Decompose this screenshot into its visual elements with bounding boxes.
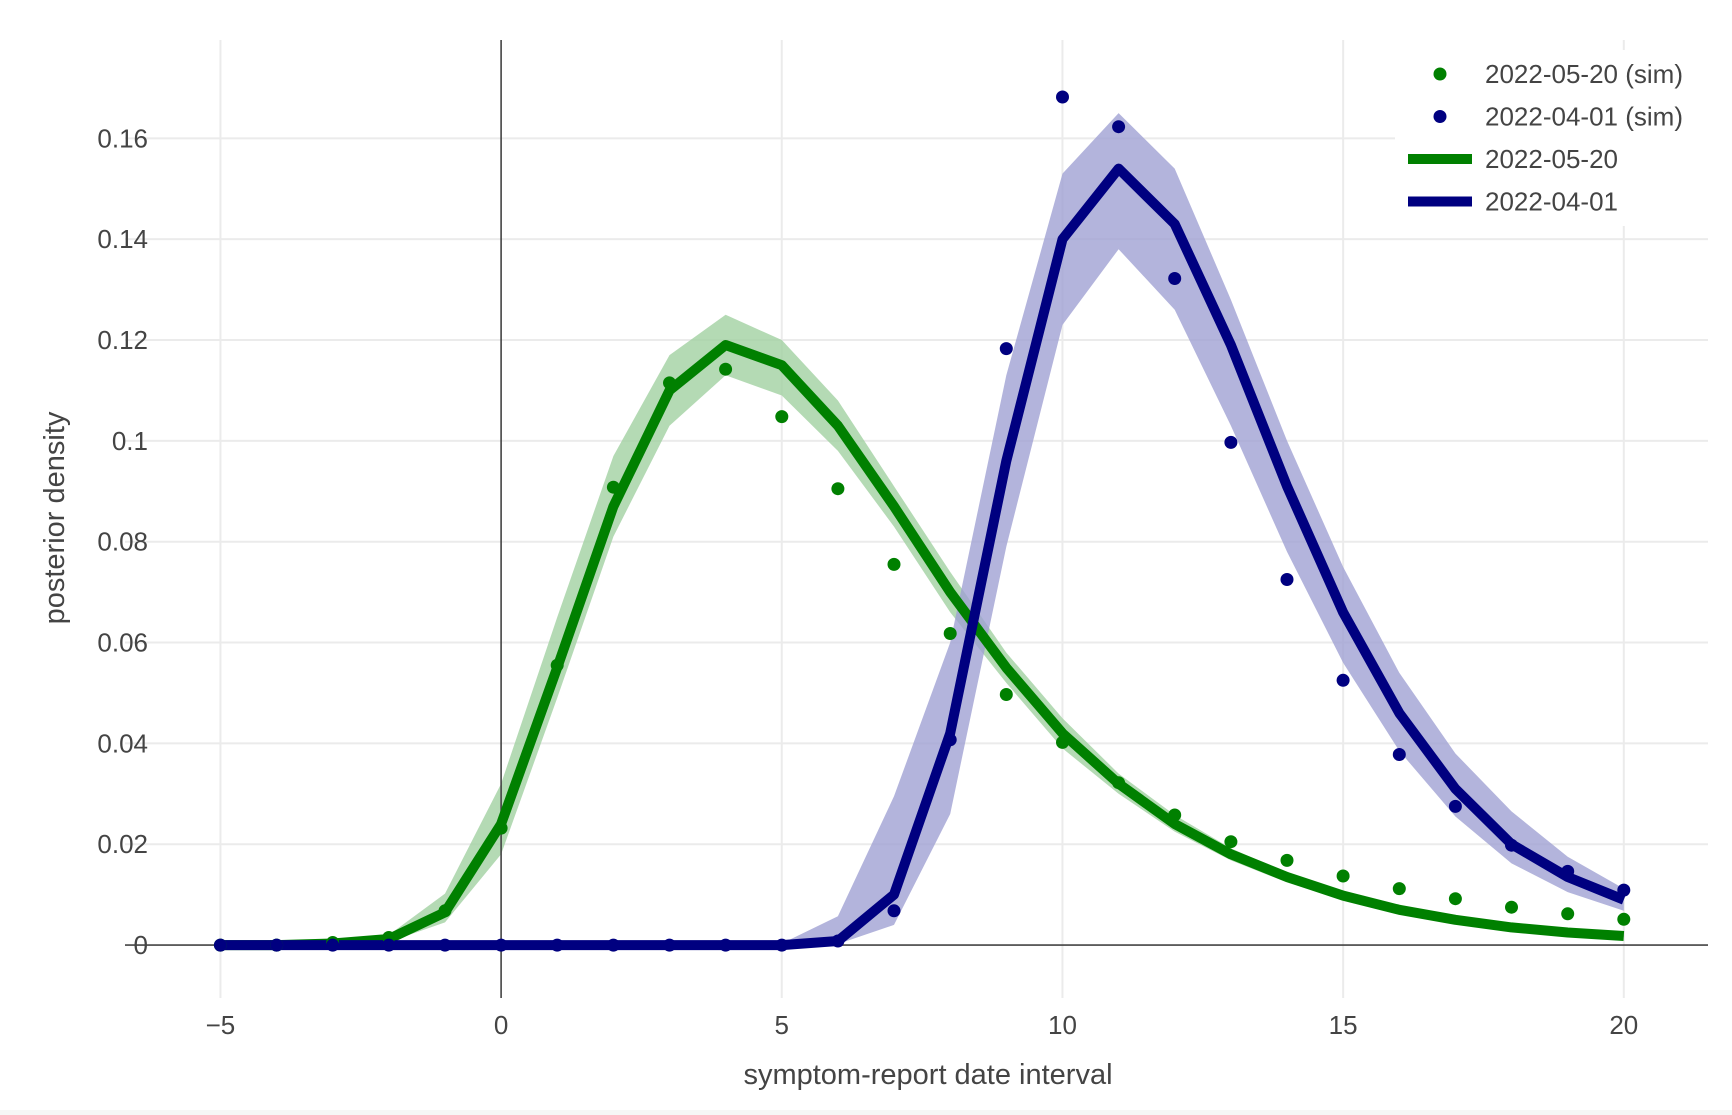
point-2022-04-01 (sim)[interactable] (213, 938, 227, 952)
point-2022-05-20 (sim)[interactable] (550, 658, 564, 672)
point-2022-04-01 (sim)[interactable] (1056, 90, 1069, 104)
point-2022-04-01 (sim)[interactable] (831, 934, 845, 948)
point-2022-04-01 (sim)[interactable] (663, 938, 676, 952)
point-2022-04-01 (sim)[interactable] (1224, 435, 1238, 449)
point-2022-04-01 (sim)[interactable] (382, 938, 396, 952)
y-tick-label: 0.1 (112, 426, 148, 456)
point-2022-05-20 (sim)[interactable] (1448, 892, 1462, 906)
point-2022-04-01 (sim)[interactable] (775, 938, 789, 952)
point-2022-05-20 (sim)[interactable] (1336, 869, 1350, 883)
x-axis-title: symptom-report date interval (743, 1059, 1112, 1091)
point-2022-04-01 (sim)[interactable] (1392, 748, 1406, 761)
point-2022-05-20 (sim)[interactable] (887, 557, 901, 571)
band-2022-04-01 (220, 113, 1624, 946)
point-2022-05-20 (sim)[interactable] (1617, 912, 1631, 926)
point-2022-05-20 (sim)[interactable] (1056, 735, 1069, 749)
point-2022-05-20 (sim)[interactable] (1392, 882, 1406, 896)
point-2022-05-20 (sim)[interactable] (719, 362, 733, 376)
legend-label[interactable]: 2022-05-20 (1485, 144, 1618, 174)
y-tick-labels: 0 0.02 0.04 0.06 0.08 0.1 0.12 0.14 0.16 (97, 123, 148, 960)
y-tick-label: 0.14 (97, 224, 148, 254)
point-2022-04-01 (sim)[interactable] (887, 904, 901, 918)
legend-label[interactable]: 2022-05-20 (sim) (1485, 59, 1683, 89)
point-2022-04-01 (sim)[interactable] (999, 342, 1013, 356)
y-tick-label: 0.12 (97, 325, 148, 355)
point-2022-05-20 (sim)[interactable] (1561, 907, 1575, 921)
legend-marker (1433, 110, 1447, 123)
x-tick-labels: −5 0 5 10 15 20 (206, 1010, 1639, 1040)
simulated-points (213, 90, 1631, 952)
point-2022-04-01 (sim)[interactable] (1505, 838, 1518, 852)
y-tick-label: 0 (134, 930, 148, 960)
point-2022-05-20 (sim)[interactable] (1280, 853, 1294, 867)
point-2022-04-01 (sim)[interactable] (1448, 799, 1462, 813)
x-tick-label: 15 (1329, 1010, 1358, 1040)
point-2022-05-20 (sim)[interactable] (943, 627, 957, 640)
point-2022-05-20 (sim)[interactable] (775, 410, 789, 424)
point-2022-04-01 (sim)[interactable] (943, 733, 957, 747)
point-2022-05-20 (sim)[interactable] (663, 376, 676, 390)
point-2022-04-01 (sim)[interactable] (606, 938, 620, 952)
point-2022-04-01 (sim)[interactable] (1561, 864, 1575, 878)
point-2022-04-01 (sim)[interactable] (1280, 573, 1294, 586)
point-2022-04-01 (sim)[interactable] (326, 938, 340, 952)
point-2022-05-20 (sim)[interactable] (1224, 835, 1238, 849)
line-2022-04-01[interactable] (220, 163, 1626, 951)
point-2022-04-01 (sim)[interactable] (1112, 120, 1126, 134)
point-2022-04-01 (sim)[interactable] (1617, 883, 1631, 897)
x-tick-label: 5 (775, 1010, 789, 1040)
y-tick-label: 0.16 (97, 123, 148, 153)
x-tick-label: 10 (1048, 1010, 1077, 1040)
point-2022-05-20 (sim)[interactable] (606, 480, 620, 494)
x-tick-label: 20 (1609, 1010, 1638, 1040)
legend-marker (1433, 67, 1447, 81)
x-tick-label: 0 (494, 1010, 508, 1040)
point-2022-04-01 (sim)[interactable] (550, 938, 564, 952)
point-2022-04-01 (sim)[interactable] (438, 938, 452, 952)
point-2022-04-01 (sim)[interactable] (494, 938, 508, 952)
y-tick-label: 0.06 (97, 628, 148, 658)
credible-bands (220, 113, 1624, 946)
y-axis-title: posterior density (39, 411, 71, 624)
point-2022-05-20 (sim)[interactable] (1168, 808, 1182, 822)
point-2022-04-01 (sim)[interactable] (1336, 673, 1350, 687)
y-tick-label: 0.04 (97, 728, 148, 758)
line-2022-05-20[interactable] (220, 340, 1625, 951)
point-2022-05-20 (sim)[interactable] (494, 821, 508, 835)
legend-label[interactable]: 2022-04-01 (sim) (1485, 102, 1683, 132)
point-2022-05-20 (sim)[interactable] (1505, 900, 1518, 914)
point-2022-04-01 (sim)[interactable] (270, 938, 284, 952)
legend-label[interactable]: 2022-04-01 (1485, 187, 1618, 217)
point-2022-05-20 (sim)[interactable] (999, 688, 1013, 701)
legend[interactable]: 2022-05-20 (sim) 2022-04-01 (sim) 2022-05-… (1395, 50, 1732, 226)
point-2022-05-20 (sim)[interactable] (438, 904, 452, 918)
point-2022-05-20 (sim)[interactable] (831, 482, 845, 496)
density-lines (220, 163, 1626, 951)
point-2022-04-01 (sim)[interactable] (1168, 272, 1182, 285)
x-tick-label: −5 (206, 1010, 236, 1040)
point-2022-04-01 (sim)[interactable] (719, 938, 733, 952)
y-tick-label: 0.08 (97, 527, 148, 557)
point-2022-05-20 (sim)[interactable] (1112, 776, 1126, 790)
y-tick-label: 0.02 (97, 829, 148, 859)
